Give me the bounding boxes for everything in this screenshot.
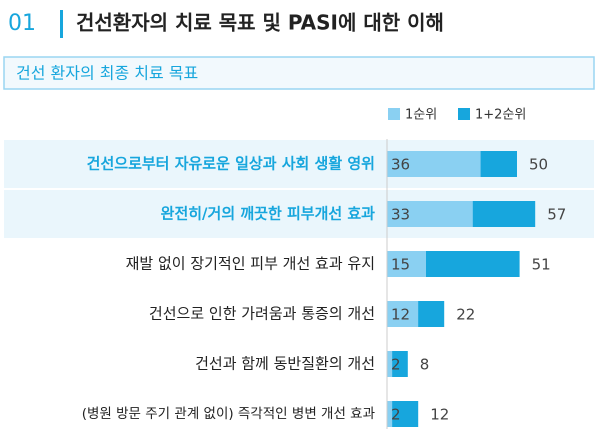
category-label: 건선과 함께 동반질환의 개선 xyxy=(195,355,375,373)
bar xyxy=(387,251,426,277)
bar xyxy=(387,201,473,227)
value-label: 15 xyxy=(391,256,410,274)
chart-title: 건선환자의 치료 목표 및 PASI에 대한 이해 xyxy=(76,11,444,35)
category-label: 완전히/거의 깨끗한 피부개선 효과 xyxy=(161,205,376,223)
bar xyxy=(387,351,393,377)
value-label: 22 xyxy=(456,306,475,324)
value-label: 12 xyxy=(391,306,410,324)
subtitle: 건선 환자의 최종 치료 목표 xyxy=(16,64,198,83)
legend-label: 1+2순위 xyxy=(475,108,526,123)
subtitle-box xyxy=(3,56,595,90)
legend-label: 1순위 xyxy=(405,108,437,123)
category-label: 건선으로 인한 가려움과 통증의 개선 xyxy=(149,305,375,323)
value-label: 50 xyxy=(529,156,548,174)
value-label: 36 xyxy=(391,156,410,174)
section-number: 01 xyxy=(8,11,36,36)
value-label: 2 xyxy=(391,356,401,374)
value-label: 8 xyxy=(420,356,430,374)
value-label: 12 xyxy=(430,406,449,424)
category-label: 건선으로부터 자유로운 일상과 사회 생활 영위 xyxy=(87,155,375,173)
value-label: 57 xyxy=(547,206,566,224)
legend-swatch xyxy=(388,108,400,120)
bar xyxy=(387,401,393,427)
bar xyxy=(387,151,481,177)
separator xyxy=(60,10,63,38)
category-label: 재발 없이 장기적인 피부 개선 효과 유지 xyxy=(126,255,375,273)
bar xyxy=(387,301,419,327)
legend-swatch xyxy=(458,108,470,120)
value-label: 51 xyxy=(532,256,551,274)
value-label: 33 xyxy=(391,206,410,224)
category-label: (병원 방문 주기 관계 없이) 즉각적인 병변 개선 효과 xyxy=(82,406,375,422)
value-label: 2 xyxy=(391,406,401,424)
